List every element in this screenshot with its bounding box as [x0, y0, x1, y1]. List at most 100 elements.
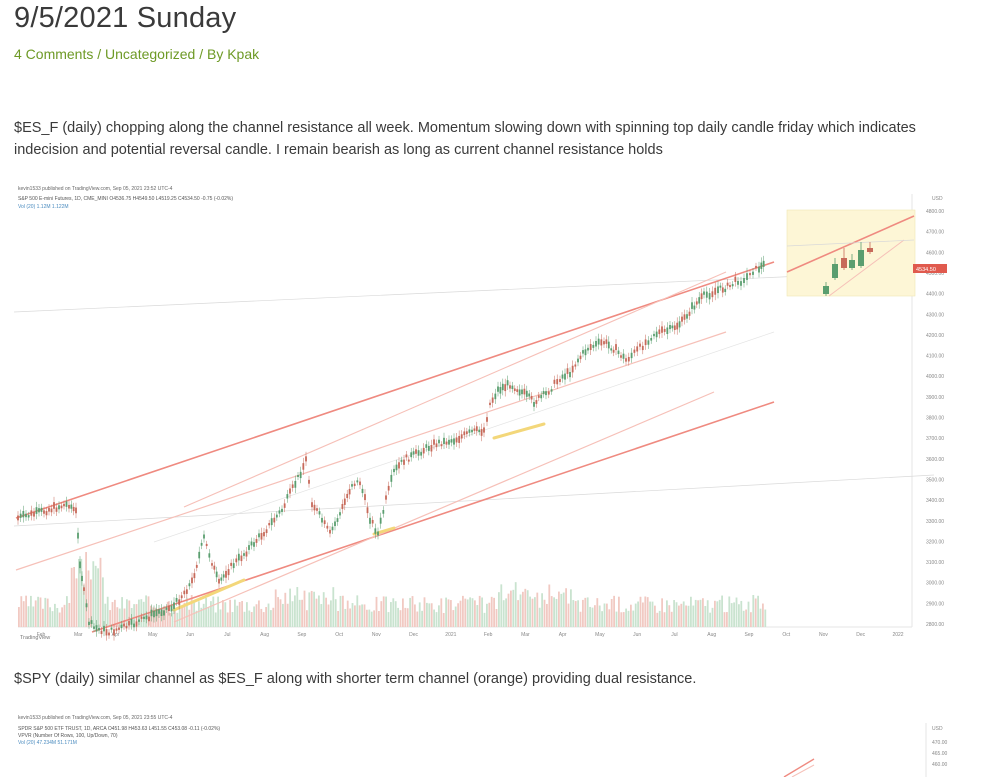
chart1-volume-bar: [318, 595, 320, 627]
chart1-volume-bar: [106, 596, 109, 627]
chart1-candle-body: [308, 479, 310, 484]
chart1-volume-bar: [750, 612, 752, 627]
chart1-candle-body: [533, 402, 535, 407]
chart1-channel-mid-upper: [15, 331, 727, 571]
chart1-volume-bar: [87, 570, 90, 627]
chart1-candle-body: [489, 402, 491, 406]
chart1-candle-body: [369, 517, 371, 524]
chart1-volume-bar: [589, 606, 591, 627]
chart2-y-tick-label: 470.00: [932, 740, 948, 746]
chart1-volume-bar: [332, 587, 335, 627]
chart1-candle-body: [528, 393, 531, 397]
chart1-candle-body: [382, 510, 385, 514]
chart1-volume-bar: [517, 600, 519, 627]
chart1-volume-bar: [154, 607, 157, 627]
chart1-candle-body: [443, 437, 445, 444]
chart1-x-tick-label: May: [595, 632, 605, 638]
chart1-candle-body: [230, 562, 233, 566]
chart1-volume-bar: [579, 611, 582, 627]
chart1-volume-bar: [68, 602, 71, 627]
chart1-volume-bar: [536, 592, 539, 627]
chart1-candle-body: [430, 445, 433, 452]
chart1-x-tick-label: 2022: [892, 632, 903, 638]
chart1-candle-body: [281, 508, 283, 512]
chart1-y-tick-label: 4200.00: [926, 333, 944, 339]
chart1-candle-body: [299, 471, 302, 479]
chart1-volume-bar: [356, 595, 359, 627]
chart1-candle-body: [556, 379, 559, 385]
chart1-y-tick-label: 3600.00: [926, 457, 944, 463]
chart1-volume-bar: [630, 604, 632, 627]
chart1-volume-bar: [236, 605, 239, 627]
chart1-volume-bar: [58, 612, 61, 627]
chart1-volume-bar: [510, 590, 512, 627]
chart1-volume-bar: [733, 602, 735, 627]
meta-separator: /: [93, 46, 106, 62]
chart1-volume-bar: [414, 604, 416, 627]
chart1-volume-bar: [188, 609, 191, 627]
chart1-volume-bar: [594, 605, 596, 627]
chart1-candle-body: [81, 575, 83, 582]
chart1-candle-body: [385, 495, 387, 500]
chart1-candle-body: [294, 480, 297, 488]
chart1-candle-body: [506, 380, 509, 386]
chart1-candle-body: [273, 517, 276, 523]
chart1-candle-body: [22, 510, 25, 518]
chart1-y-tick-label: 4400.00: [926, 292, 944, 298]
chart1-candle-body: [403, 459, 405, 465]
chart1-volume-bar: [90, 579, 92, 627]
chart1-volume-bar: [399, 610, 402, 627]
chart1-volume-bar: [586, 597, 589, 627]
chart1-candle-body: [193, 573, 196, 579]
chart1-candle-body: [343, 498, 346, 505]
comments-link[interactable]: 4 Comments: [14, 46, 94, 62]
chart1-candle-body: [40, 507, 43, 512]
chart1-candle-body: [655, 331, 658, 338]
chart1-volume-bar: [138, 599, 140, 627]
chart1-volume-bar: [534, 597, 536, 627]
chart1-candle-body: [415, 449, 417, 454]
chart1-volume-bar: [92, 561, 95, 627]
chart1-volume-bar: [450, 600, 452, 627]
chart1-zoom-inset: [786, 209, 916, 297]
chart1-price-badge-label: 4534.50: [916, 267, 936, 273]
chart1-candle-body: [329, 529, 331, 534]
chart1-candle-body: [215, 571, 218, 578]
chart1-inset-trendline: [786, 239, 915, 247]
chart1-volume-bar: [759, 608, 762, 627]
chart1-candle-body: [714, 287, 717, 295]
chart1-volume-bar: [426, 602, 428, 627]
chart1-candle-body: [393, 468, 395, 473]
chart1-x-tick-label: Apr: [112, 632, 120, 638]
chart1-volume-bar: [646, 597, 649, 627]
chart1-volume-bar: [397, 607, 399, 627]
author-link[interactable]: Kpak: [227, 46, 260, 62]
chart1-volume-bar: [668, 605, 671, 627]
chart1-volume-bar: [644, 596, 647, 627]
chart1-candle-body: [341, 503, 344, 510]
chart1-candle-body: [379, 517, 382, 524]
category-link[interactable]: Uncategorized: [105, 46, 196, 62]
chart1-candle-body: [762, 260, 765, 267]
chart1-volume-bar: [524, 588, 527, 627]
chart1-candle-body: [708, 293, 711, 300]
chart1-volume-bar: [706, 600, 709, 627]
chart1-candle-body: [571, 365, 574, 373]
chart1-candle-body: [115, 628, 118, 631]
chart1-y-tick-label: 3000.00: [926, 581, 944, 587]
chart1-candle-body: [297, 474, 299, 478]
chart1-candle-body: [483, 427, 485, 433]
chart1-candle-body: [286, 494, 289, 499]
chart1-candle-body: [98, 627, 100, 631]
chart1-volume-bar: [416, 611, 419, 627]
chart1-volume-bar: [286, 603, 289, 627]
chart1-volume-bar: [562, 592, 565, 627]
chart1-candle-body: [351, 484, 353, 487]
chart1-y-tick-label: 3500.00: [926, 477, 944, 483]
chart1-volume-bar: [272, 607, 275, 627]
chart1-y-tick-label: 3200.00: [926, 539, 944, 545]
chart1-volume-bar: [265, 607, 267, 627]
chart1-volume-bar: [133, 604, 135, 627]
chart1-candle-body: [268, 523, 271, 526]
chart1-candle-body: [542, 391, 545, 395]
